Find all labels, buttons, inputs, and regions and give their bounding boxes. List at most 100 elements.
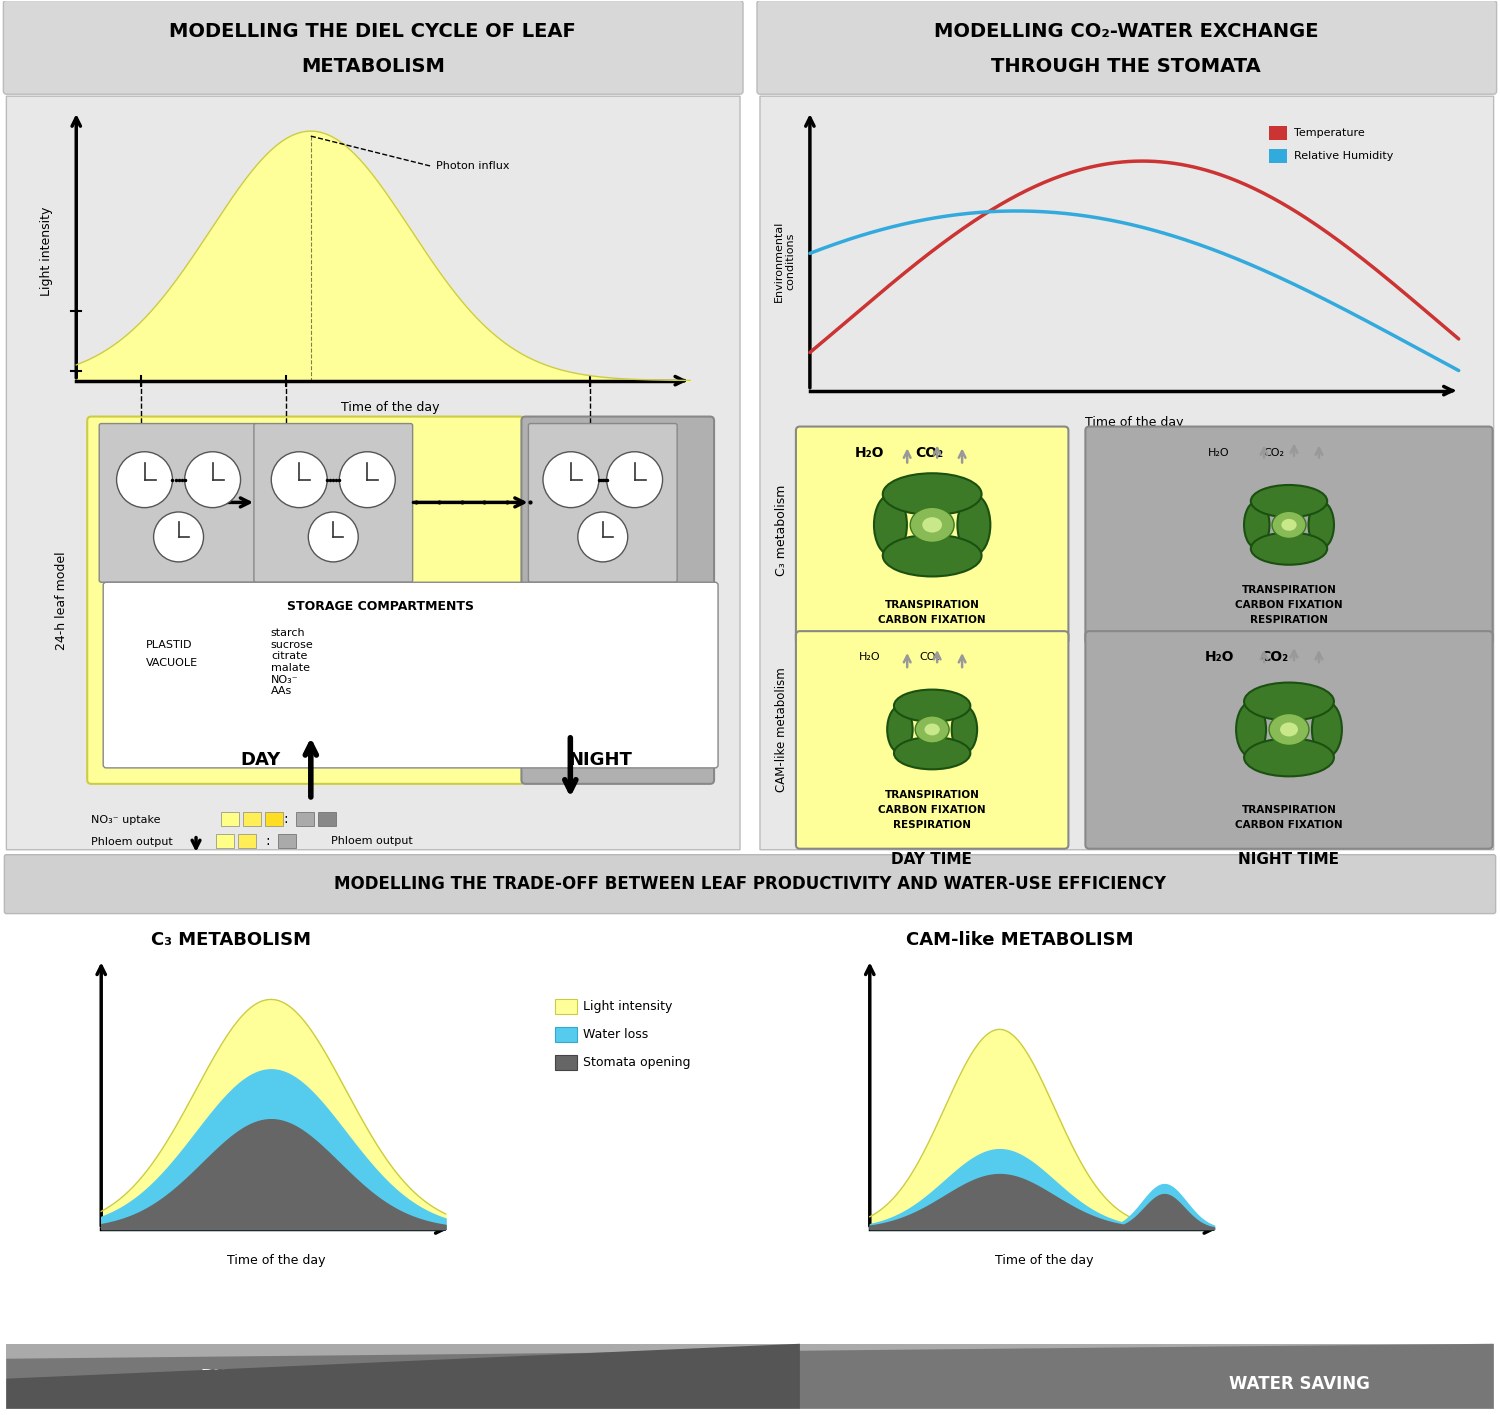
Text: DAY TIME: DAY TIME [891,852,972,867]
Ellipse shape [1244,501,1269,548]
FancyBboxPatch shape [3,0,742,95]
Text: :: : [266,833,270,848]
Circle shape [309,512,358,562]
Text: STORAGE COMPARTMENTS: STORAGE COMPARTMENTS [286,600,474,613]
Text: METABOLISM: METABOLISM [302,57,444,76]
Text: NIGHT TIME: NIGHT TIME [1239,852,1340,867]
Ellipse shape [1244,682,1334,720]
Bar [243,812,261,826]
Text: Temperature: Temperature [1294,129,1365,139]
Bar [216,833,234,848]
FancyBboxPatch shape [760,96,1494,850]
Bar [555,1056,578,1070]
FancyBboxPatch shape [87,416,525,784]
Text: Environmental
conditions: Environmental conditions [774,221,795,301]
Text: H₂O: H₂O [1204,649,1234,664]
Bar [266,812,284,826]
Text: CO₂: CO₂ [920,652,940,662]
Text: Relative Humidity: Relative Humidity [1294,151,1394,161]
Circle shape [153,512,204,562]
Ellipse shape [1269,713,1310,746]
Bar [220,812,238,826]
FancyBboxPatch shape [1086,631,1492,849]
Text: hour 24: hour 24 [580,593,624,603]
Bar [555,999,578,1015]
Ellipse shape [886,706,912,753]
Ellipse shape [957,495,990,555]
Text: TRANSPIRATION: TRANSPIRATION [885,600,980,610]
Ellipse shape [1312,702,1342,757]
Text: WATER SAVING: WATER SAVING [1228,1374,1370,1392]
Bar [555,1027,578,1043]
Ellipse shape [874,495,908,555]
Text: CAM-like METABOLISM: CAM-like METABOLISM [906,931,1134,948]
Ellipse shape [951,706,976,753]
Ellipse shape [924,723,940,736]
Circle shape [606,451,663,508]
Text: starch
sucrose
citrate
malate
NO₃⁻
AAs: starch sucrose citrate malate NO₃⁻ AAs [272,628,314,696]
Text: Phloem output: Phloem output [92,836,172,846]
FancyBboxPatch shape [1086,426,1492,644]
Bar [278,833,296,848]
Ellipse shape [1308,501,1334,548]
Bar [238,833,256,848]
Ellipse shape [922,516,942,532]
Text: hour 8: hour 8 [315,593,351,603]
Ellipse shape [884,473,981,515]
Text: Light intensity: Light intensity [584,1000,672,1013]
Text: C₃ metabolism: C₃ metabolism [776,485,789,576]
Circle shape [543,451,598,508]
Ellipse shape [1280,723,1298,736]
Circle shape [272,451,327,508]
Text: TRANSPIRATION: TRANSPIRATION [1242,586,1336,596]
Polygon shape [6,1344,800,1408]
Text: CARBON FIXATION: CARBON FIXATION [1234,819,1342,829]
Ellipse shape [1251,532,1328,565]
Text: hour 1: hour 1 [160,593,196,603]
Ellipse shape [1281,519,1296,531]
Text: H₂O: H₂O [1209,447,1230,457]
Text: VACUOLE: VACUOLE [146,658,198,668]
Ellipse shape [1251,485,1328,518]
Bar [1269,126,1287,140]
Circle shape [117,451,172,508]
Text: RESPIRATION: RESPIRATION [1250,616,1328,625]
Text: Photon influx: Photon influx [435,161,508,171]
Text: CARBON FIXATION: CARBON FIXATION [879,616,986,625]
Polygon shape [6,1344,1494,1408]
Text: Stomata opening: Stomata opening [584,1056,692,1068]
Ellipse shape [910,508,954,542]
Bar [296,812,314,826]
Text: TRANSPIRATION: TRANSPIRATION [1242,805,1336,815]
Ellipse shape [1244,739,1334,777]
Text: :: : [284,812,288,826]
Text: PLASTID: PLASTID [146,640,192,649]
Text: Time of the day: Time of the day [342,400,439,413]
FancyBboxPatch shape [104,582,718,768]
Text: CO₂: CO₂ [1263,447,1284,457]
Text: THROUGH THE STOMATA: THROUGH THE STOMATA [992,57,1262,76]
Text: MODELLING THE DIEL CYCLE OF LEAF: MODELLING THE DIEL CYCLE OF LEAF [170,21,576,41]
FancyBboxPatch shape [796,631,1068,849]
FancyBboxPatch shape [254,423,413,582]
Text: H₂O: H₂O [855,446,885,460]
Text: PHLOEM OUTPUT: PHLOEM OUTPUT [201,1368,362,1385]
Text: MODELLING THE TRADE-OFF BETWEEN LEAF PRODUCTIVITY AND WATER-USE EFFICIENCY: MODELLING THE TRADE-OFF BETWEEN LEAF PRO… [334,874,1166,893]
Ellipse shape [1236,702,1266,757]
FancyBboxPatch shape [522,416,714,784]
Text: DAY: DAY [242,751,280,768]
Text: H₂O: H₂O [859,652,880,662]
Text: CO₂: CO₂ [1260,649,1288,664]
Ellipse shape [894,737,971,770]
FancyBboxPatch shape [4,855,1496,914]
Text: Time of the day: Time of the day [1084,416,1184,429]
Text: Phloem output: Phloem output [332,836,412,846]
FancyBboxPatch shape [758,0,1497,95]
Text: CARBON FIXATION: CARBON FIXATION [1234,600,1342,610]
Text: CARBON FIXATION: CARBON FIXATION [879,805,986,815]
Text: CO₂: CO₂ [915,446,944,460]
Text: Time of the day: Time of the day [994,1254,1094,1266]
Ellipse shape [1272,511,1306,539]
Ellipse shape [894,689,971,722]
Text: NO₃⁻ uptake: NO₃⁻ uptake [92,815,160,825]
